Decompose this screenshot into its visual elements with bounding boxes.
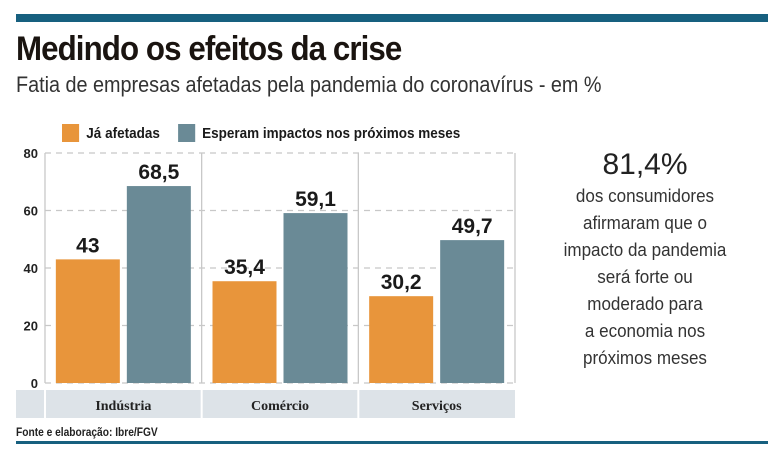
y-tick-label: 0: [31, 376, 38, 391]
legend-label-affected: Já afetadas: [86, 124, 160, 142]
legend: Já afetadas Esperam impactos nos próximo…: [62, 124, 478, 142]
data-label: 35,4: [224, 256, 265, 279]
callout-line: dos consumidores: [575, 185, 715, 206]
x-tick-label: Serviços: [412, 399, 462, 414]
data-label: 43: [76, 234, 99, 257]
chart-title: Medindo os efeitos da crise: [16, 30, 402, 68]
callout-line: próximos meses: [583, 347, 707, 368]
y-tick-label: 60: [24, 204, 38, 219]
data-label: 68,5: [138, 161, 179, 184]
legend-item-affected: Já afetadas: [62, 124, 160, 142]
callout-line: será forte ou: [597, 266, 693, 287]
data-label: 59,1: [295, 188, 336, 211]
callout-line: moderado para: [587, 293, 703, 314]
data-label: 49,7: [452, 215, 493, 238]
category-band: [16, 390, 515, 418]
top-accent-bar: [16, 14, 768, 22]
callout-value: 81,4%: [602, 148, 688, 181]
callout-box: 81,4% dos consumidores afirmaram que o i…: [540, 148, 750, 371]
data-label: 30,2: [381, 271, 422, 294]
legend-item-expected: Esperam impactos nos próximos meses: [177, 124, 461, 142]
source-note: Fonte e elaboração: Ibre/FGV: [16, 425, 158, 439]
chart-subtitle: Fatia de empresas afetadas pela pandemia…: [16, 72, 602, 97]
bar-expected: [283, 213, 348, 383]
callout-line: a economia nos: [584, 320, 706, 341]
bottom-accent-bar: [16, 441, 768, 444]
legend-label-expected: Esperam impactos nos próximos meses: [202, 124, 461, 142]
bar-affected: [212, 281, 277, 383]
callout-line: afirmaram que o: [583, 212, 707, 233]
callout-line: impacto da pandemia: [563, 239, 727, 260]
y-tick-label: 40: [24, 261, 38, 276]
bar-affected: [369, 296, 434, 383]
legend-swatch-affected: [62, 124, 80, 142]
bar-expected: [440, 240, 505, 383]
bar-affected: [55, 259, 120, 383]
x-tick-label: Indústria: [95, 399, 151, 414]
x-tick-label: Comércio: [251, 399, 309, 414]
bar-expected: [126, 186, 191, 383]
y-tick-label: 20: [24, 319, 38, 334]
y-tick-label: 80: [24, 146, 38, 161]
legend-swatch-expected: [177, 124, 195, 142]
